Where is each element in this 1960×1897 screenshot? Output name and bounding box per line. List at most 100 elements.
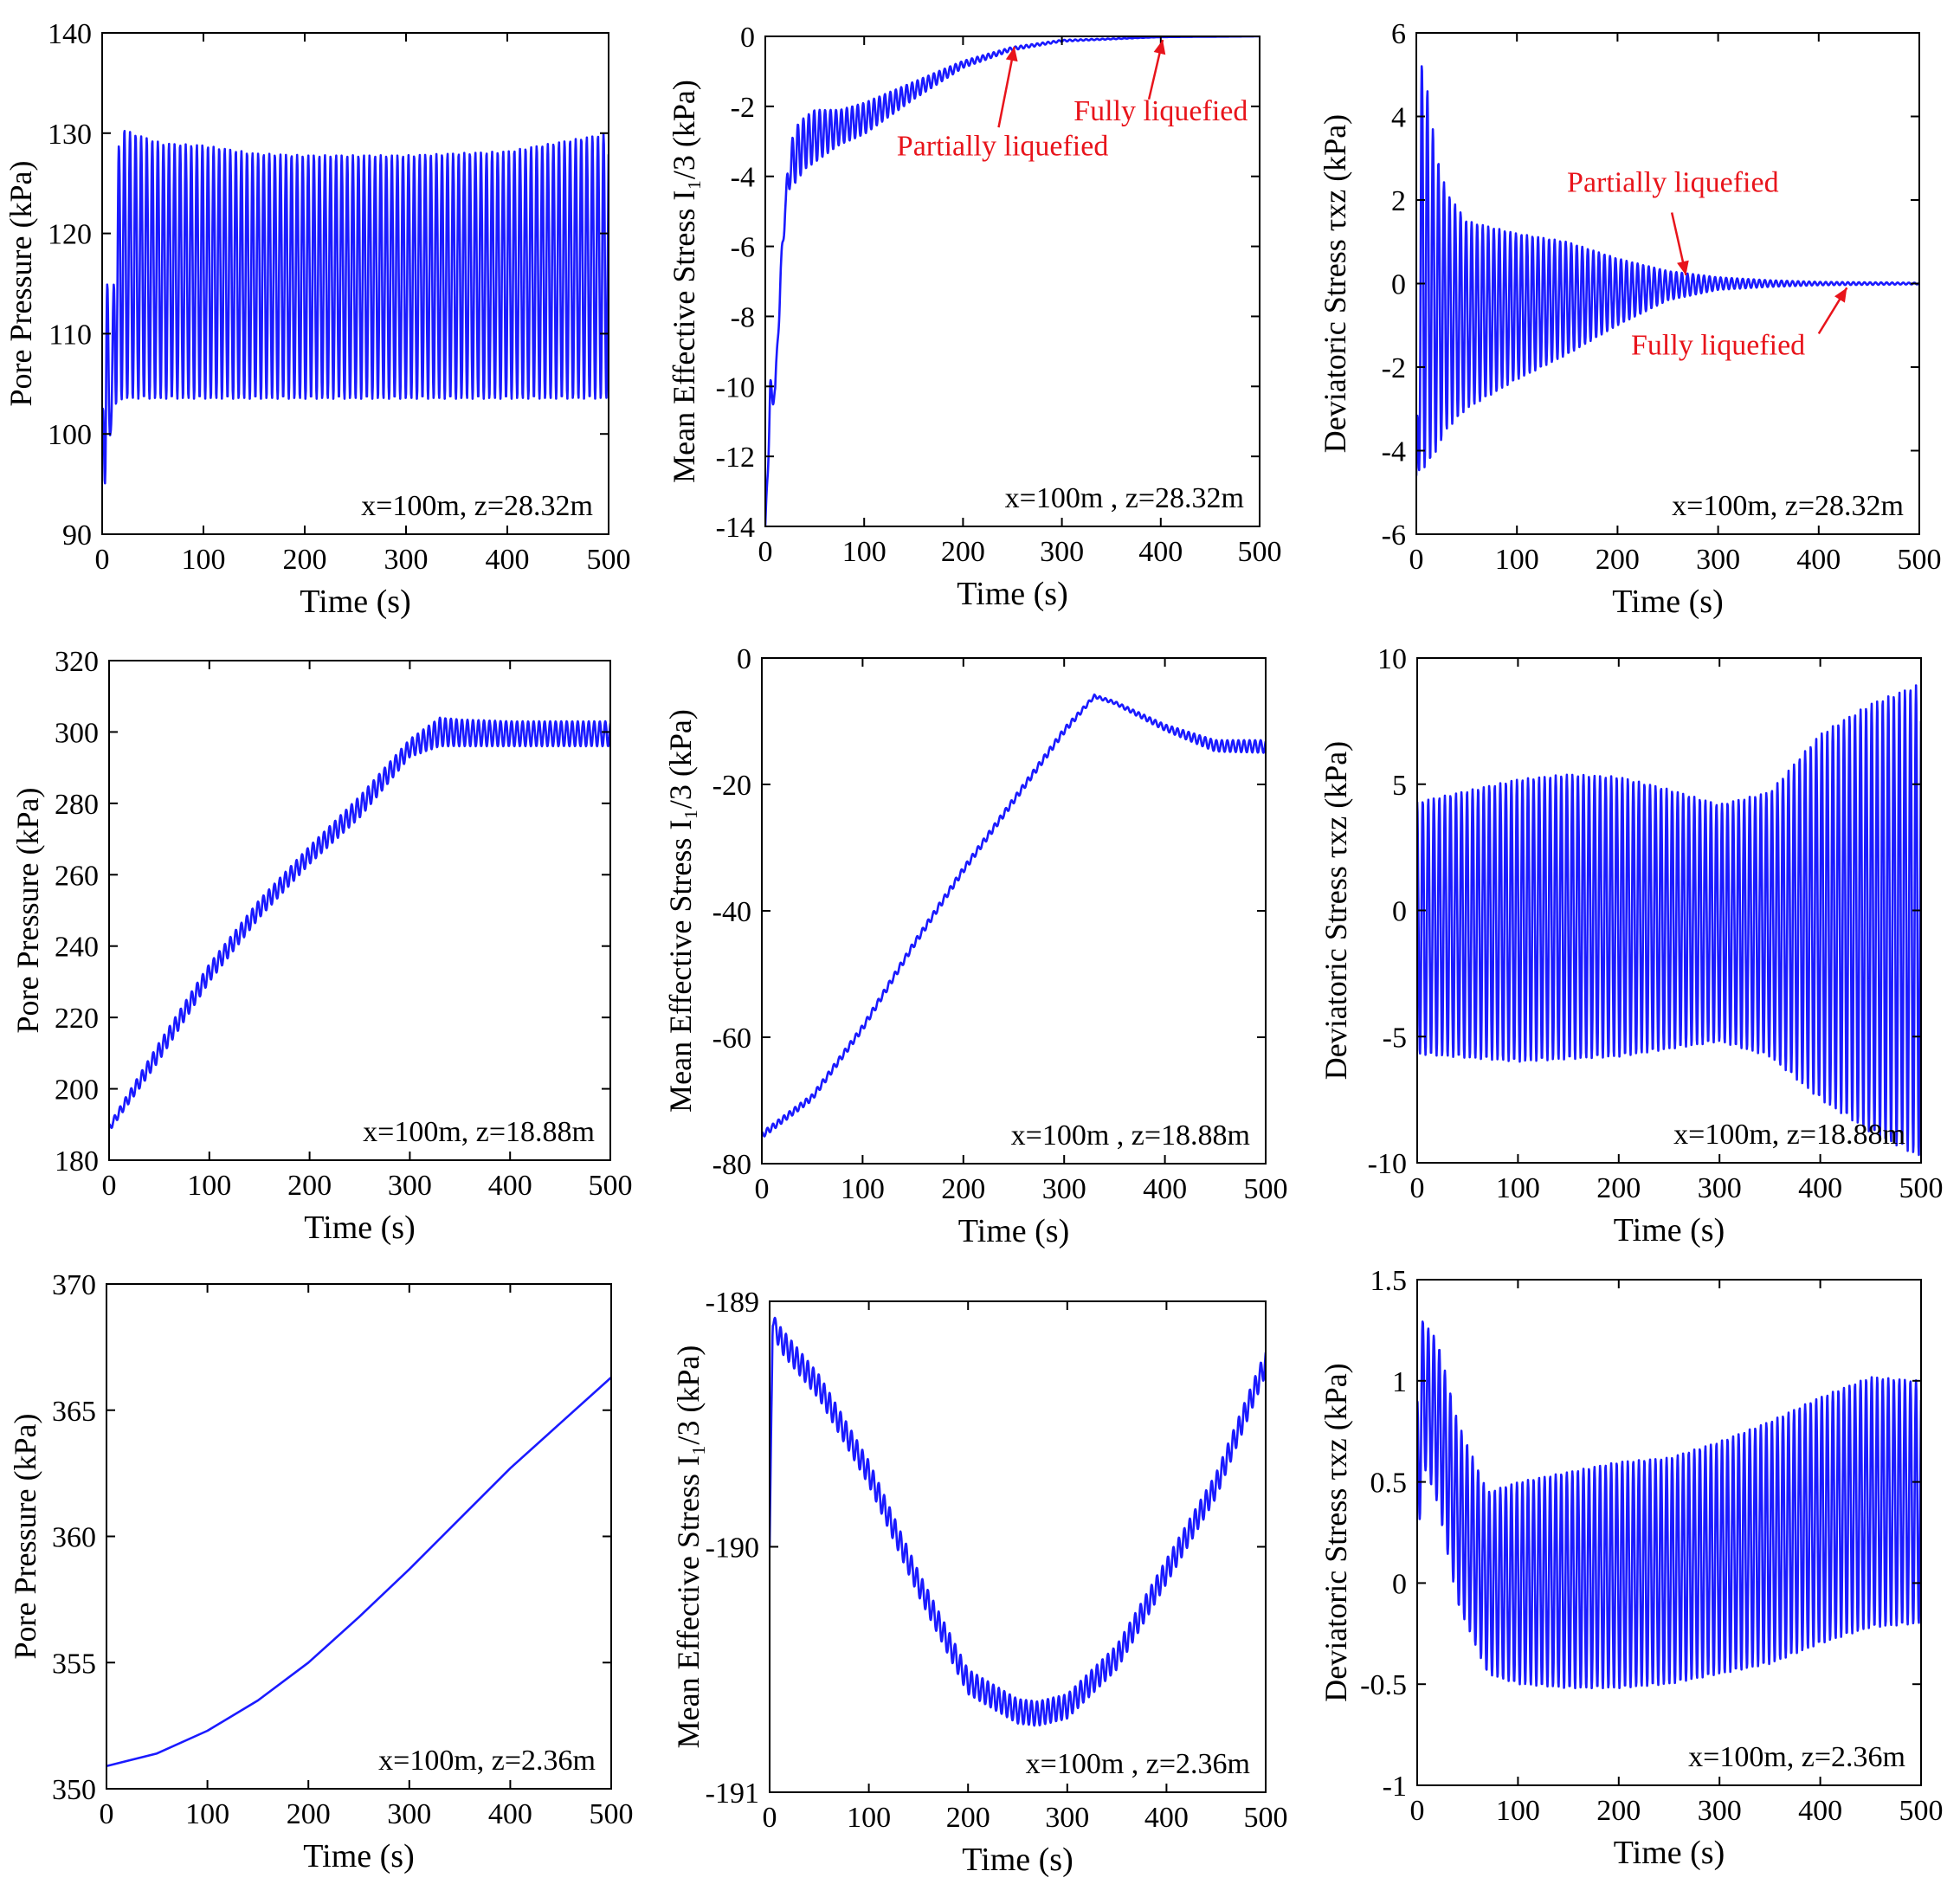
- y-tick-label: -189: [706, 1287, 759, 1319]
- location-label: x=100m, z=18.88m: [363, 1116, 595, 1148]
- series-line-pore-pressure: [106, 1376, 611, 1768]
- annotation-arrowhead: [1677, 260, 1689, 275]
- y-tick-label: 180: [55, 1145, 99, 1178]
- y-axis-label: Mean Effective Stress I₁/3 (kPa): [667, 80, 701, 483]
- x-tick-label: 300: [1698, 1172, 1742, 1204]
- x-axis-label: Time (s): [962, 1842, 1073, 1878]
- x-tick-label: 100: [847, 1802, 891, 1834]
- chart-panel-7: 0 100 200 300 400 500 350 355 360 365 370 Time (s) P…: [8, 1269, 634, 1874]
- x-tick-label: 400: [1143, 1173, 1187, 1205]
- y-axis-label: Mean Effective Stress I₁/3 (kPa): [663, 709, 698, 1113]
- x-tick-label: 400: [488, 1170, 532, 1202]
- series-line-mean-effective-stress: [770, 1316, 1266, 1727]
- x-tick-label: 400: [486, 544, 530, 576]
- y-tick-label: 1: [1392, 1366, 1407, 1398]
- x-tick-label: 200: [946, 1802, 990, 1834]
- x-tick-label: 300: [384, 544, 429, 576]
- x-axis-label: Time (s): [1612, 584, 1723, 620]
- series-line-deviatoric-stress: [1416, 65, 1919, 476]
- y-tick-label: 100: [48, 419, 92, 451]
- chart-panel-9: 0 100 200 300 400 500 -1 -0.5 0 0.5 1 1.5 Time (s) De…: [1318, 1265, 1944, 1871]
- x-tick-label: 400: [1798, 1172, 1842, 1204]
- y-tick-label: -10: [716, 371, 755, 403]
- x-tick-label: 300: [1696, 544, 1740, 576]
- y-axis-label: Pore Pressure (kPa): [10, 788, 45, 1034]
- location-label: x=100m, z=2.36m: [378, 1745, 596, 1777]
- y-tick-label: 5: [1392, 770, 1407, 802]
- y-tick-label: 260: [55, 860, 99, 892]
- y-tick-label: -4: [731, 162, 755, 194]
- x-tick-label: 500: [1899, 1795, 1944, 1827]
- x-tick-label: 200: [1596, 1172, 1641, 1204]
- y-tick-label: -6: [731, 232, 755, 264]
- x-axis-label: Time (s): [957, 576, 1067, 612]
- y-tick-label: 130: [48, 119, 92, 151]
- x-tick-label: 200: [941, 1173, 985, 1205]
- x-tick-label: 400: [1798, 1795, 1842, 1827]
- x-tick-label: 500: [1244, 1802, 1288, 1834]
- x-tick-label: 100: [182, 544, 226, 576]
- y-tick-label: -191: [706, 1778, 759, 1810]
- x-tick-label: 300: [388, 1170, 432, 1202]
- y-tick-label: 360: [52, 1522, 96, 1554]
- x-tick-label: 0: [102, 1170, 117, 1202]
- y-tick-label: 0: [1391, 269, 1406, 301]
- plot-frame: [106, 1283, 612, 1790]
- location-label: x=100m, z=28.32m: [1672, 490, 1904, 522]
- x-tick-label: 0: [755, 1173, 770, 1205]
- chart-panel-8: 0 100 200 300 400 500 -191 -190 -189 Time (s) Mean…: [671, 1287, 1288, 1878]
- x-tick-label: 100: [185, 1798, 229, 1830]
- chart-panel-6: 0 100 200 300 400 500 -10 -5 0 5 10 Time (s) Deviato…: [1318, 643, 1944, 1249]
- plot-frame: [764, 35, 1260, 527]
- y-axis-label: Pore Pressure (kPa): [3, 161, 38, 407]
- y-tick-label: 355: [52, 1648, 96, 1680]
- x-tick-label: 500: [1238, 536, 1282, 568]
- chart-panel-1: 0 100 200 300 400 500 90 100 110 120 130 140 Time (s…: [3, 18, 631, 620]
- y-tick-label: 370: [52, 1269, 96, 1301]
- x-tick-label: 100: [842, 536, 887, 568]
- series-line-mean-effective-stress: [762, 694, 1266, 1138]
- x-tick-label: 100: [841, 1173, 885, 1205]
- y-tick-label: 6: [1391, 18, 1406, 50]
- annotation-arrowhead: [1005, 47, 1018, 62]
- y-tick-label: 120: [48, 219, 92, 251]
- x-axis-label: Time (s): [1614, 1835, 1725, 1871]
- x-tick-label: 500: [589, 1170, 633, 1202]
- x-tick-label: 300: [1045, 1802, 1089, 1834]
- x-axis-label: Time (s): [300, 584, 410, 620]
- chart-panel-5: 0 100 200 300 400 500 -80 -60 -40 -20 0 Time (s) Mea…: [663, 643, 1288, 1249]
- x-tick-label: 0: [1410, 1172, 1425, 1204]
- y-tick-label: -20: [712, 770, 751, 802]
- y-tick-label: 0: [1392, 896, 1407, 928]
- y-tick-label: 0: [737, 643, 751, 675]
- location-label: x=100m , z=28.32m: [1005, 482, 1244, 514]
- y-tick-label: -1: [1383, 1771, 1407, 1803]
- x-tick-label: 500: [1244, 1173, 1288, 1205]
- x-tick-label: 500: [1898, 544, 1942, 576]
- x-tick-label: 100: [1496, 1172, 1540, 1204]
- plot-frame: [101, 32, 609, 535]
- x-tick-label: 500: [590, 1798, 634, 1830]
- annotation-text: Fully liquefied: [1073, 95, 1248, 127]
- y-tick-label: -6: [1382, 519, 1406, 552]
- x-tick-label: 200: [287, 1170, 332, 1202]
- x-tick-label: 300: [1040, 536, 1084, 568]
- y-tick-label: 240: [55, 932, 99, 964]
- x-tick-label: 100: [1496, 1795, 1540, 1827]
- y-tick-label: 140: [48, 18, 92, 50]
- annotation-text: Partially liquefied: [1567, 166, 1779, 198]
- y-tick-label: -2: [731, 92, 755, 124]
- x-tick-label: 200: [283, 544, 327, 576]
- y-tick-label: -60: [712, 1023, 751, 1055]
- y-tick-label: -12: [716, 442, 755, 474]
- x-tick-label: 0: [763, 1802, 777, 1834]
- y-axis-label: Deviatoric Stress τxz (kPa): [1318, 114, 1352, 453]
- y-tick-label: 0: [740, 22, 755, 54]
- x-tick-label: 300: [1042, 1173, 1086, 1205]
- x-tick-label: 200: [941, 536, 985, 568]
- series-line-pore-pressure: [102, 130, 609, 485]
- x-tick-label: 400: [1138, 536, 1183, 568]
- x-tick-label: 200: [1596, 544, 1640, 576]
- y-tick-label: -190: [706, 1532, 759, 1565]
- x-tick-label: 200: [1596, 1795, 1641, 1827]
